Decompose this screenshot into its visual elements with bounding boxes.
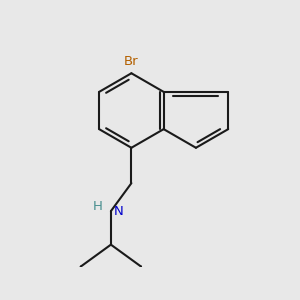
Text: H: H: [93, 200, 103, 213]
Text: N: N: [114, 205, 124, 218]
Text: Br: Br: [124, 55, 139, 68]
